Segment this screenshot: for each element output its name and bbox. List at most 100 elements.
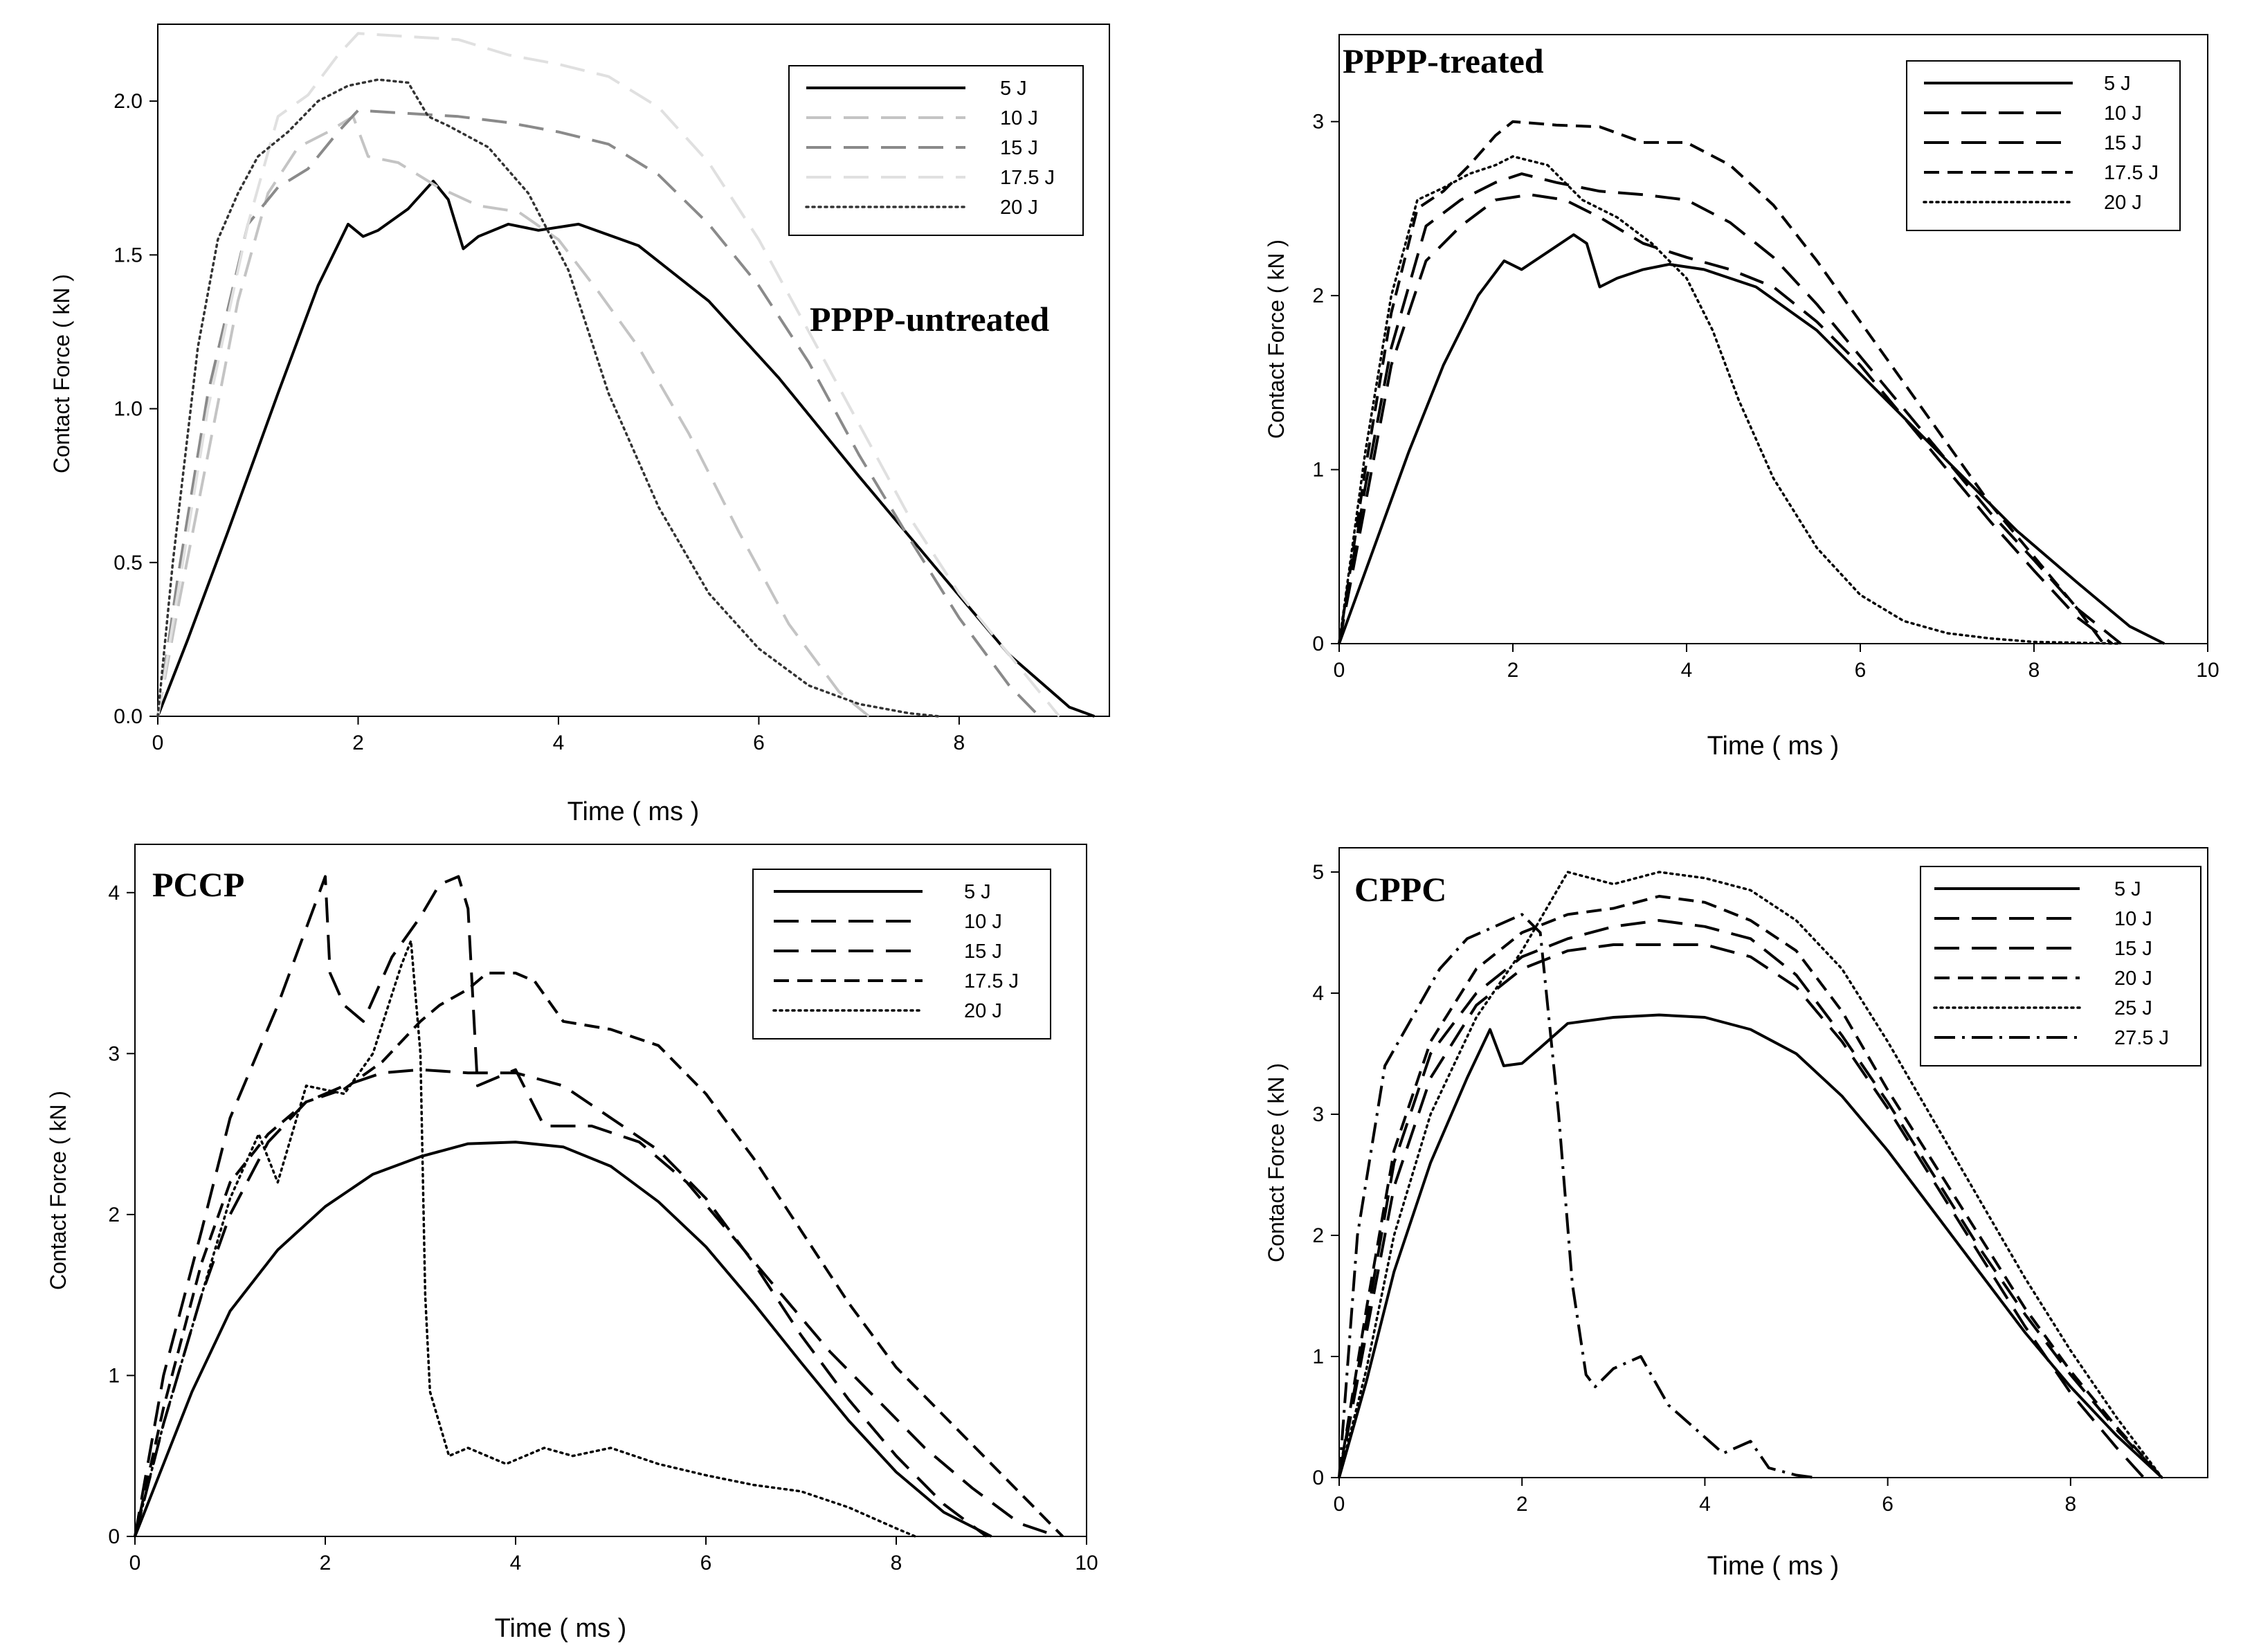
legend-label: 15 J — [964, 941, 1002, 963]
legend-label: 5 J — [2104, 73, 2131, 95]
legend-label: 20 J — [1000, 197, 1038, 219]
legend-label: 10 J — [1000, 107, 1038, 129]
series-line-10JJ — [134, 1068, 988, 1538]
x-tick-label: 4 — [1681, 659, 1693, 682]
y-tick-label: 2.0 — [113, 90, 143, 113]
legend-label: 10 J — [2104, 102, 2142, 125]
x-tick-label: 8 — [2064, 1493, 2076, 1516]
series-line-20JJ — [156, 78, 941, 718]
x-tick-label: 8 — [2028, 659, 2040, 682]
series-line-5JJ — [134, 1141, 992, 1538]
x-tick-label: 6 — [1882, 1493, 1894, 1516]
legend-box — [1920, 866, 2201, 1066]
legend-label: 17.5 J — [1000, 167, 1055, 189]
series-line-20JJ — [134, 939, 917, 1538]
y-tick-label: 0.5 — [113, 552, 143, 574]
series-line-10JJ — [1338, 943, 2145, 1479]
y-axis-label: Contact Force ( kN ) — [46, 1091, 71, 1290]
plot-frame — [157, 24, 1110, 717]
x-tick-label: 10 — [2196, 659, 2219, 682]
x-tick-label: 0 — [152, 732, 164, 754]
legend-box — [752, 869, 1051, 1040]
y-tick-label: 3 — [1312, 111, 1324, 134]
y-axis-label: Contact Force ( kN ) — [49, 274, 74, 473]
y-tick-label: 1 — [108, 1364, 120, 1387]
legend-label: 5 J — [2114, 878, 2141, 900]
x-tick-label: 4 — [1699, 1493, 1711, 1516]
series-line-15JJ — [134, 875, 1059, 1538]
x-axis-label: Time ( ms ) — [567, 797, 700, 826]
series-line-17-5JJ — [156, 32, 1061, 718]
x-tick-label: 2 — [1516, 1493, 1528, 1516]
plot-frame — [1338, 847, 2208, 1478]
x-tick-label: 4 — [553, 732, 565, 754]
plot-frame — [134, 844, 1087, 1537]
legend-label: 15 J — [1000, 137, 1038, 159]
x-tick-label: 6 — [700, 1552, 712, 1574]
series-line-15JJ — [1338, 172, 2122, 645]
legend-label: 25 J — [2114, 997, 2152, 1019]
y-tick-label: 1.5 — [113, 244, 143, 266]
y-tick-label: 3 — [108, 1042, 120, 1065]
y-axis-label: Contact Force ( kN ) — [1264, 239, 1289, 439]
series-line-5JJ — [1338, 233, 2165, 645]
chart-panel-2: 0 2 4 6 8 10 0 1 2 3 Time ( ms ) Contact Force ( kN… — [1264, 34, 2219, 761]
panel-title: PPPP-treated — [1343, 42, 1544, 80]
series-line-20JJ — [1338, 155, 2123, 645]
legend-label: 15 J — [2104, 132, 2142, 154]
series-line-17-5JJ — [134, 972, 1064, 1538]
y-tick-label: 3 — [1312, 1103, 1324, 1126]
y-tick-label: 0 — [1312, 1467, 1324, 1489]
legend-label: 5 J — [1000, 78, 1027, 100]
legend-label: 20 J — [2114, 968, 2152, 990]
series-line-25JJ — [1338, 871, 2163, 1479]
x-tick-label: 0 — [1334, 659, 1345, 682]
y-tick-label: 1.0 — [113, 398, 143, 421]
legend-label: 10 J — [2114, 908, 2152, 930]
x-tick-label: 8 — [954, 732, 965, 754]
x-tick-label: 6 — [1855, 659, 1867, 682]
legend-label: 17.5 J — [2104, 162, 2159, 184]
panel-title: PPPP-untreated — [810, 300, 1049, 338]
x-tick-label: 4 — [510, 1552, 522, 1574]
x-tick-label: 0 — [1334, 1493, 1345, 1516]
plot-frame — [1338, 34, 2208, 644]
panel-title: PCCP — [152, 865, 244, 904]
y-axis-label: Contact Force ( kN ) — [1264, 1063, 1289, 1262]
y-tick-label: 1 — [1312, 1345, 1324, 1368]
x-tick-label: 2 — [352, 732, 364, 754]
chart-panel-4: 0 2 4 6 8 0 1 2 3 4 5 Time ( ms ) Contact Force ( kN… — [1264, 847, 2208, 1581]
y-tick-label: 0 — [108, 1525, 120, 1548]
x-axis-label: Time ( ms ) — [495, 1614, 627, 1643]
series-line-10JJ — [1338, 193, 2114, 645]
y-tick-label: 1 — [1312, 459, 1324, 482]
x-tick-label: 8 — [891, 1552, 902, 1574]
legend-label: 20 J — [964, 1000, 1002, 1022]
legend-label: 17.5 J — [964, 970, 1019, 992]
y-tick-label: 4 — [1312, 982, 1324, 1005]
x-axis-label: Time ( ms ) — [1707, 732, 1840, 761]
x-tick-label: 10 — [1075, 1552, 1098, 1574]
y-tick-label: 2 — [108, 1204, 120, 1226]
legend-label: 5 J — [964, 881, 991, 903]
y-tick-label: 0.0 — [113, 705, 143, 728]
series-line-5JJ — [1338, 1013, 2163, 1479]
y-tick-label: 0 — [1312, 633, 1324, 655]
legend-box — [788, 65, 1084, 236]
series-line-27-5JJ — [1338, 913, 1815, 1479]
series-line-17-5JJ — [1338, 120, 2105, 645]
series-line-5JJ — [156, 179, 1095, 718]
series-line-10JJ — [156, 115, 870, 718]
series-line-20JJ — [1338, 895, 2163, 1479]
y-tick-label: 5 — [1312, 861, 1324, 884]
y-tick-label: 2 — [1312, 1224, 1324, 1247]
x-tick-label: 0 — [129, 1552, 141, 1574]
x-tick-label: 2 — [320, 1552, 332, 1574]
legend-label: 10 J — [964, 911, 1002, 933]
x-axis-label: Time ( ms ) — [1707, 1552, 1840, 1581]
x-tick-label: 6 — [753, 732, 765, 754]
y-tick-label: 2 — [1312, 284, 1324, 307]
legend-label: 20 J — [2104, 192, 2142, 214]
panel-title: CPPC — [1354, 870, 1446, 909]
